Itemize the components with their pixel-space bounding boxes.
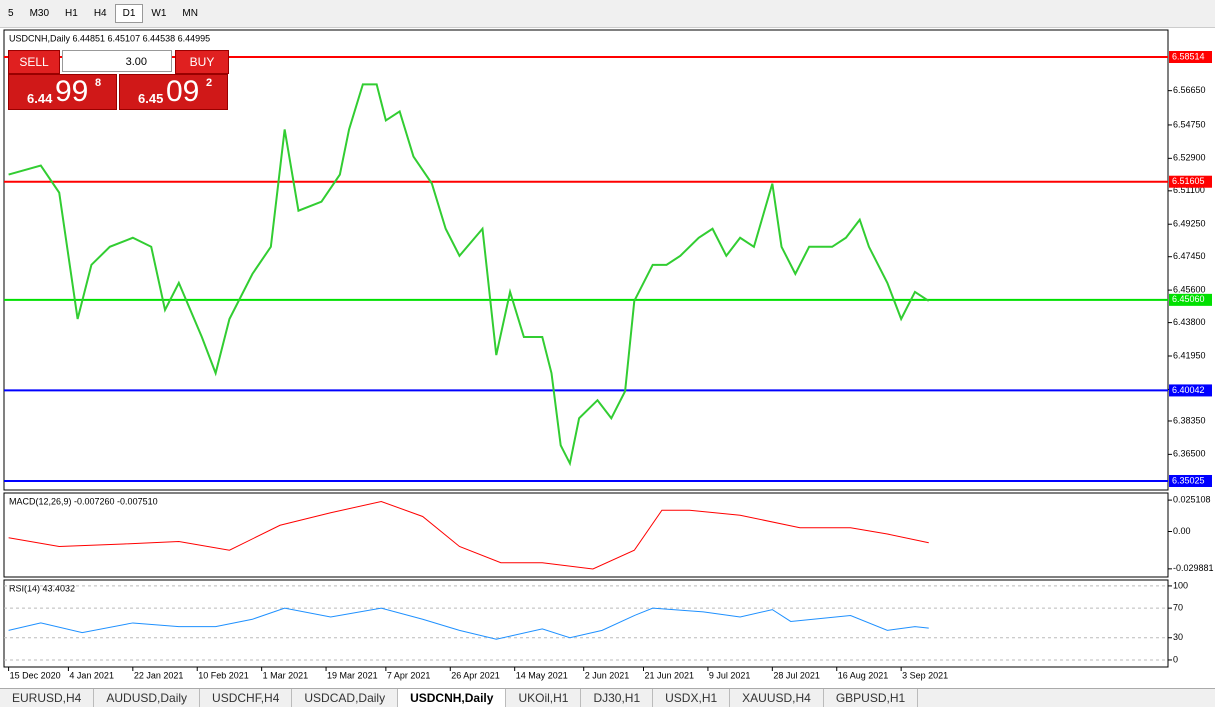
- timeframe-button[interactable]: MN: [182, 8, 198, 19]
- x-tick-label: 9 Jul 2021: [709, 670, 751, 680]
- ask-big: 6.45: [138, 91, 164, 106]
- x-tick-label: 22 Jan 2021: [134, 670, 184, 680]
- chart-tab[interactable]: USDX,H1: [653, 689, 731, 707]
- y-tick-label: 0.025108: [1173, 494, 1211, 504]
- chart-tab[interactable]: USDCNH,Daily: [398, 689, 507, 707]
- panel-frame: [3, 492, 1169, 578]
- x-tick-label: 16 Aug 2021: [838, 670, 889, 680]
- panel-title: RSI(14) 43.4032: [9, 583, 75, 593]
- x-tick-label: 15 Dec 2020: [10, 670, 61, 680]
- x-tick-label: 2 Jun 2021: [585, 670, 630, 680]
- timeframe-button[interactable]: D1: [114, 4, 144, 23]
- y-tick-label: 6.45600: [1173, 284, 1206, 294]
- chart-tab[interactable]: USDCHF,H4: [200, 689, 293, 707]
- level-label: 6.58514: [1172, 51, 1205, 61]
- y-tick-label: 6.56650: [1173, 85, 1206, 95]
- panel-title: USDCNH,Daily 6.44851 6.45107 6.44538 6.4…: [9, 33, 210, 43]
- chart-tab[interactable]: DJ30,H1: [581, 689, 654, 707]
- x-tick-label: 28 Jul 2021: [773, 670, 820, 680]
- y-tick-label: 6.49250: [1173, 219, 1206, 229]
- chart-tab[interactable]: XAUUSD,H4: [730, 689, 824, 707]
- y-tick-label: 70: [1173, 603, 1183, 613]
- chart-tab[interactable]: USDCAD,Daily: [292, 689, 399, 707]
- y-tick-label: 6.41950: [1173, 350, 1206, 360]
- chart-tab[interactable]: UKOil,H1: [506, 689, 582, 707]
- chart-tab[interactable]: AUDUSD,Daily: [94, 689, 201, 707]
- y-tick-label: 100: [1173, 580, 1188, 590]
- buy-button[interactable]: BUY: [175, 50, 229, 74]
- ask-frac: 2: [206, 77, 213, 89]
- level-label: 6.45060: [1172, 294, 1205, 304]
- x-tick-label: 19 Mar 2021: [327, 670, 378, 680]
- y-tick-label: 6.51100: [1173, 185, 1205, 195]
- level-tag: [1169, 51, 1212, 64]
- timeframe-button[interactable]: M30: [29, 8, 50, 19]
- y-tick-label: 6.47450: [1173, 251, 1206, 261]
- ask-price[interactable]: 6.45 09 2: [119, 74, 228, 110]
- timeframe-toolbar: 5 M30 H1 H4 D1 W1 MN: [0, 0, 1215, 28]
- series-line: [8, 607, 929, 640]
- y-tick-label: 6.52900: [1173, 153, 1206, 163]
- timeframe-button[interactable]: W1: [151, 8, 167, 19]
- level-label: 6.35025: [1172, 475, 1205, 485]
- bid-big: 6.44: [27, 91, 53, 106]
- series-line: [8, 500, 929, 570]
- series-line: [8, 83, 930, 467]
- y-tick-label: 6.43800: [1173, 317, 1206, 327]
- level-label: 6.51605: [1172, 176, 1205, 186]
- y-tick-label: 0.00: [1173, 526, 1191, 536]
- y-tick-label: 6.36500: [1173, 449, 1206, 459]
- level-tag: [1169, 474, 1212, 487]
- level-tag: [1169, 293, 1212, 306]
- chart-tab[interactable]: GBPUSD,H1: [824, 689, 919, 707]
- bid-pips: 99: [55, 75, 89, 108]
- level-label: 6.40042: [1172, 385, 1205, 395]
- x-tick-label: 14 May 2021: [516, 670, 568, 680]
- bid-price[interactable]: 6.44 99 8: [8, 74, 117, 110]
- x-tick-label: 7 Apr 2021: [387, 670, 431, 680]
- x-tick-label: 21 Jun 2021: [645, 670, 695, 680]
- y-tick-label: 6.38350: [1173, 415, 1206, 425]
- chart-tab[interactable]: EURUSD,H4: [0, 689, 95, 707]
- x-tick-label: 3 Sep 2021: [902, 670, 948, 680]
- chart-tabs: EURUSD,H4 AUDUSD,Daily USDCHF,H4 USDCAD,Dai…: [0, 688, 1215, 707]
- y-tick-label: 30: [1173, 632, 1183, 642]
- x-tick-label: 1 Mar 2021: [263, 670, 309, 680]
- x-tick-label: 4 Jan 2021: [69, 670, 114, 680]
- panel-frame: [3, 579, 1169, 668]
- trade-panel: SELL 3.00 BUY 6.44 99 8 6.45 09 2: [8, 50, 229, 110]
- level-tag: [1169, 175, 1212, 188]
- bid-frac: 8: [95, 77, 102, 89]
- y-tick-label: 0: [1173, 654, 1178, 664]
- sell-button[interactable]: SELL: [8, 50, 60, 74]
- level-tag: [1169, 384, 1212, 397]
- y-tick-label: -0.029881: [1173, 563, 1214, 573]
- x-tick-label: 26 Apr 2021: [451, 670, 500, 680]
- y-tick-label: 6.54750: [1173, 119, 1206, 129]
- ask-pips: 09: [166, 75, 200, 108]
- x-tick-label: 10 Feb 2021: [198, 670, 249, 680]
- timeframe-button[interactable]: 5: [8, 8, 14, 19]
- timeframe-button[interactable]: H4: [93, 8, 107, 19]
- timeframe-button[interactable]: H1: [65, 8, 78, 19]
- lot-input[interactable]: 3.00: [62, 50, 172, 72]
- panel-title: MACD(12,26,9) -0.007260 -0.007510: [9, 496, 158, 506]
